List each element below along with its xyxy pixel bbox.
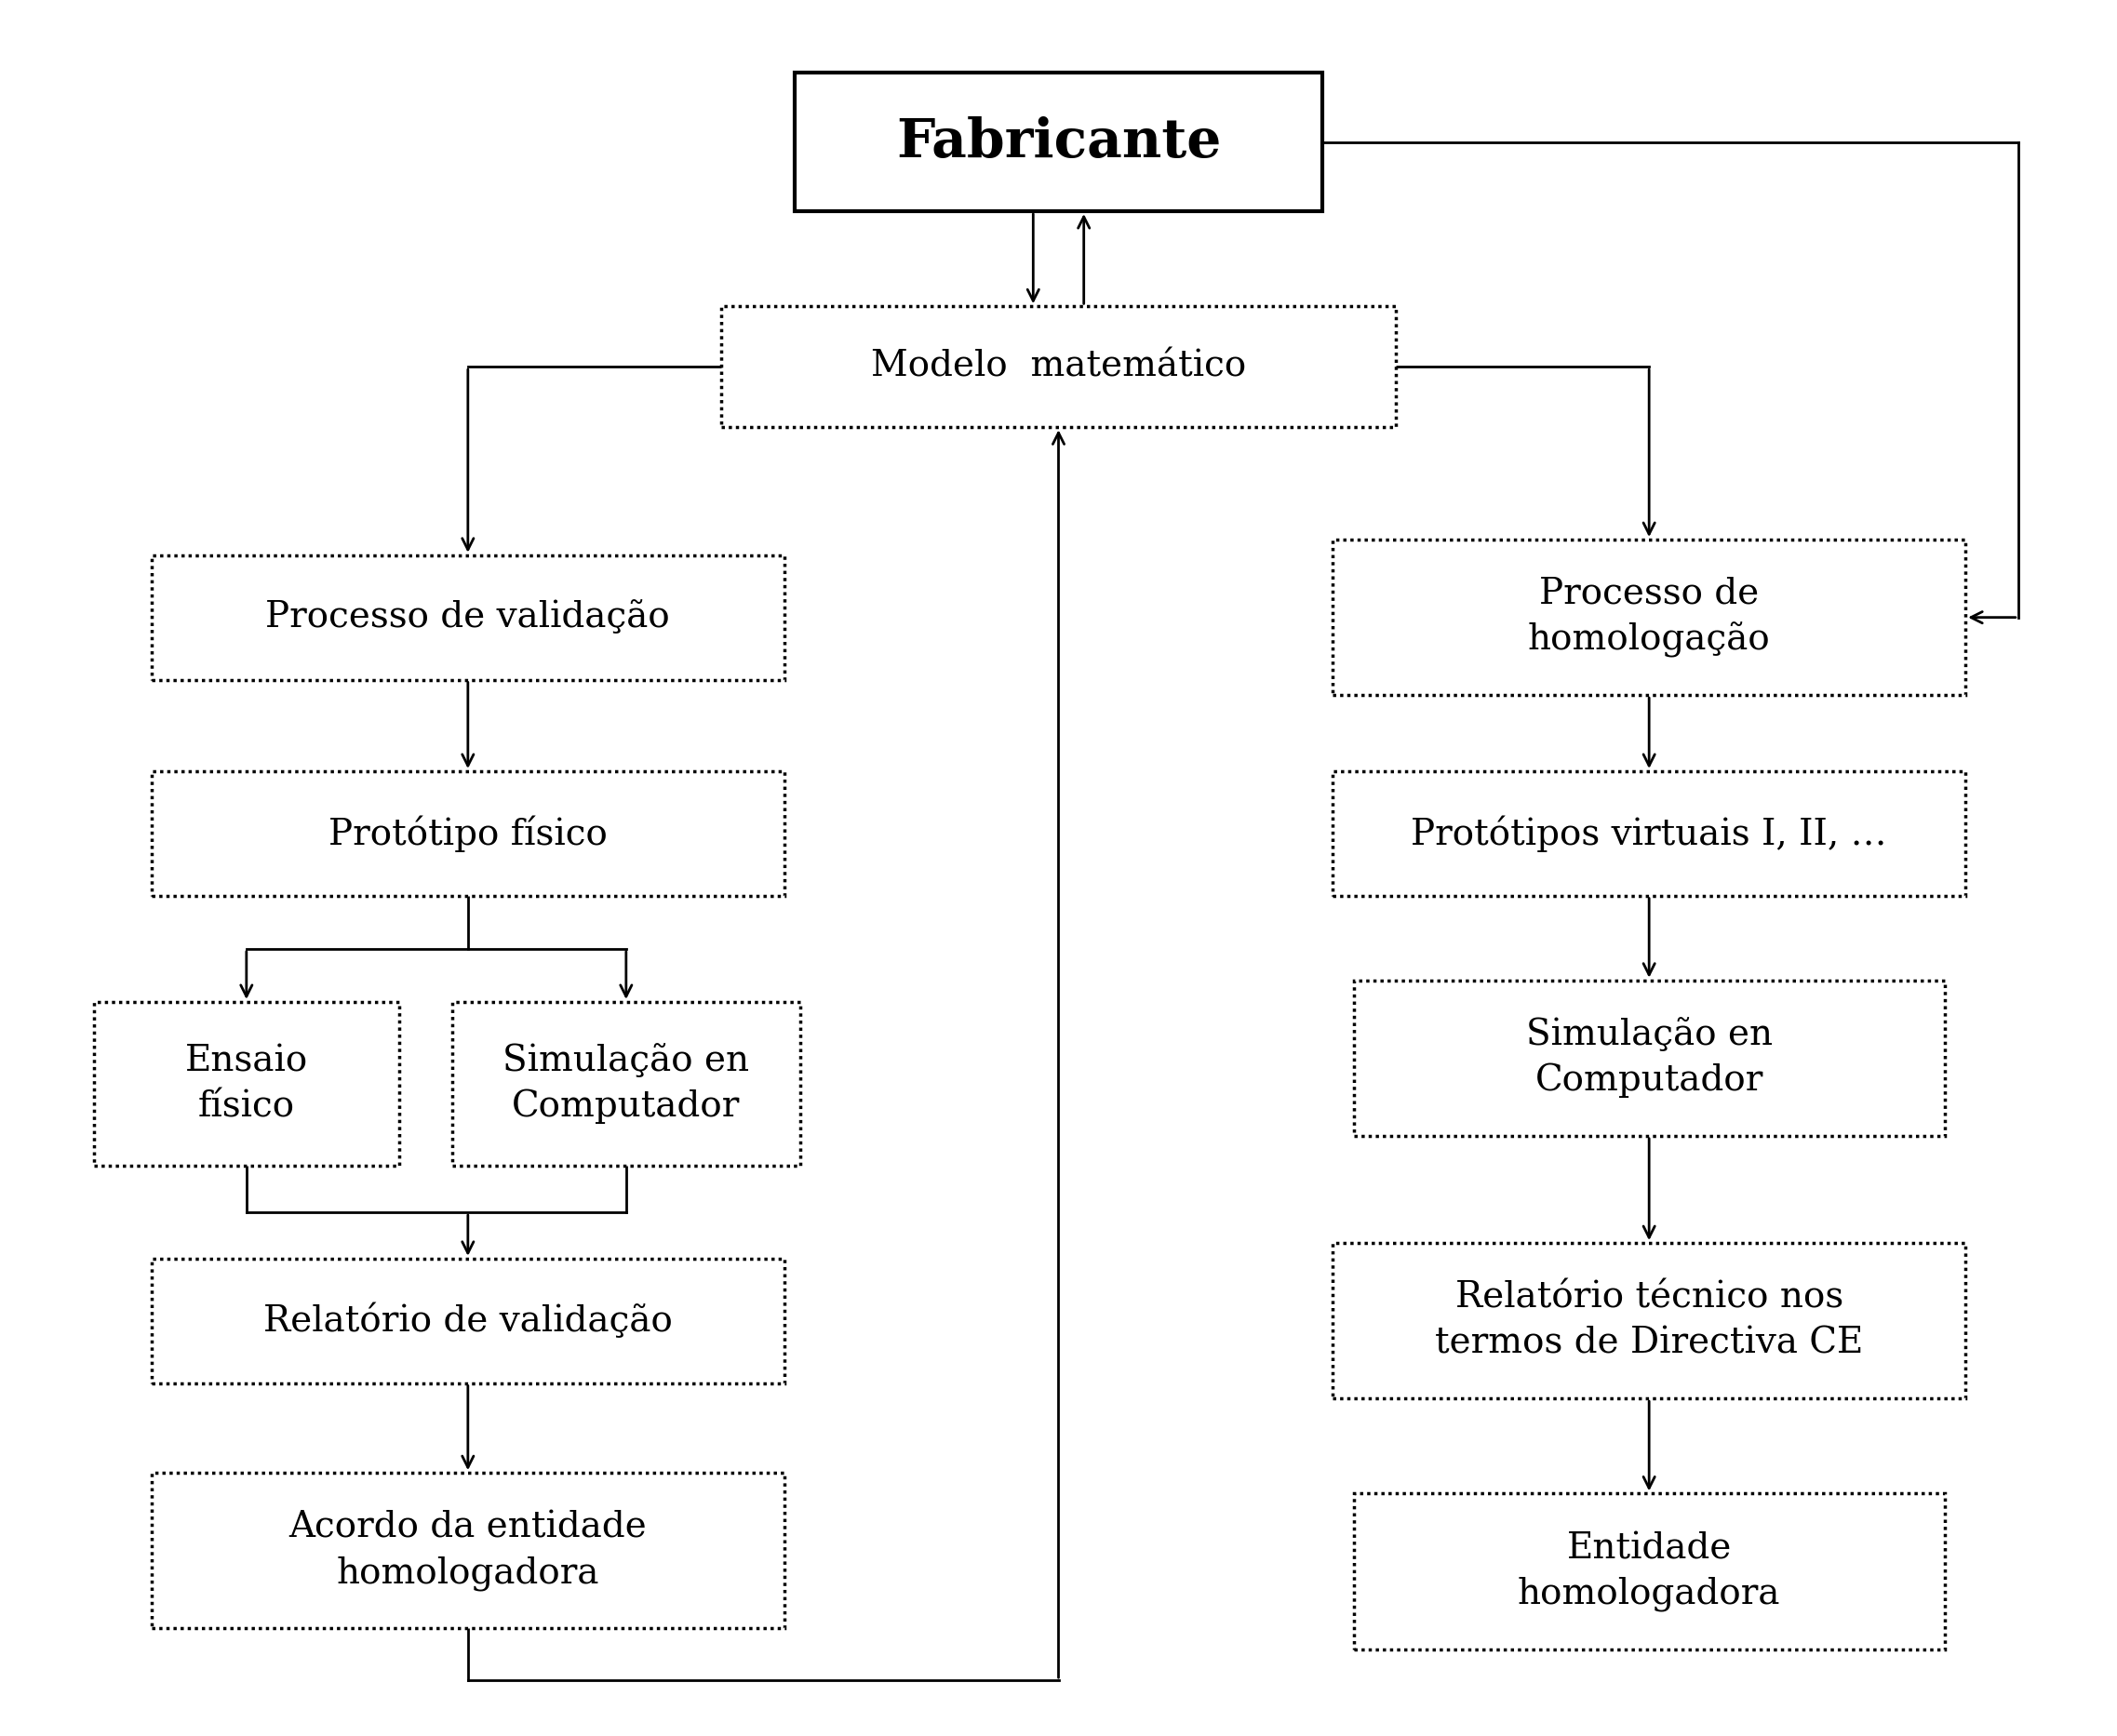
Text: Acordo da entidade
homologadora: Acordo da entidade homologadora (288, 1510, 648, 1590)
Bar (152, 556, 783, 679)
Text: Protótipos virtuais I, II, …: Protótipos virtuais I, II, … (1412, 816, 1886, 852)
Bar (1334, 540, 1965, 694)
Text: Processo de validação: Processo de validação (265, 601, 671, 635)
Bar (453, 1002, 800, 1167)
Bar (152, 1259, 783, 1384)
Text: Protótipo físico: Protótipo físico (328, 816, 608, 852)
Text: Entidade
homologadora: Entidade homologadora (1518, 1531, 1780, 1611)
Text: Ensaio
físico: Ensaio físico (184, 1045, 307, 1123)
Bar (152, 771, 783, 896)
Text: Modelo  matemático: Modelo matemático (870, 349, 1247, 384)
Text: Simulação en
Computador: Simulação en Computador (502, 1043, 749, 1125)
Bar (794, 73, 1323, 212)
Text: Fabricante: Fabricante (895, 116, 1222, 168)
Bar (722, 306, 1395, 427)
Text: Processo de
homologação: Processo de homologação (1528, 576, 1770, 658)
Bar (1353, 981, 1943, 1135)
Bar (1334, 771, 1965, 896)
Bar (93, 1002, 400, 1167)
Bar (1334, 1243, 1965, 1399)
Text: Simulação en
Computador: Simulação en Computador (1526, 1017, 1772, 1099)
Text: Relatório técnico nos
termos de Directiva CE: Relatório técnico nos termos de Directiv… (1435, 1281, 1863, 1361)
Text: Relatório de validação: Relatório de validação (263, 1304, 673, 1338)
Bar (1353, 1493, 1943, 1649)
Bar (152, 1472, 783, 1628)
